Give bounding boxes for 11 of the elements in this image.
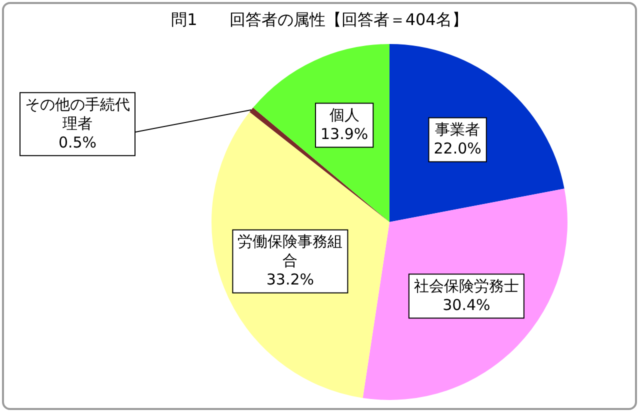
data-label: 33.2% <box>266 270 314 289</box>
slice-label: 事業者 <box>435 120 480 139</box>
slice-label: 個人 <box>329 106 360 124</box>
data-label: 22.0% <box>434 140 482 158</box>
slice-label: 社会保険労務士 <box>414 276 519 295</box>
slice-label: その他の手続代理者 <box>25 95 130 132</box>
data-label: 0.5% <box>58 133 97 152</box>
data-label: 30.4% <box>442 296 490 314</box>
chart-title: 問1 回答者の属性【回答者＝404名】 <box>170 10 469 31</box>
slice-label: 労働保険事務組合 <box>238 232 343 270</box>
data-label: 13.9% <box>320 125 368 144</box>
